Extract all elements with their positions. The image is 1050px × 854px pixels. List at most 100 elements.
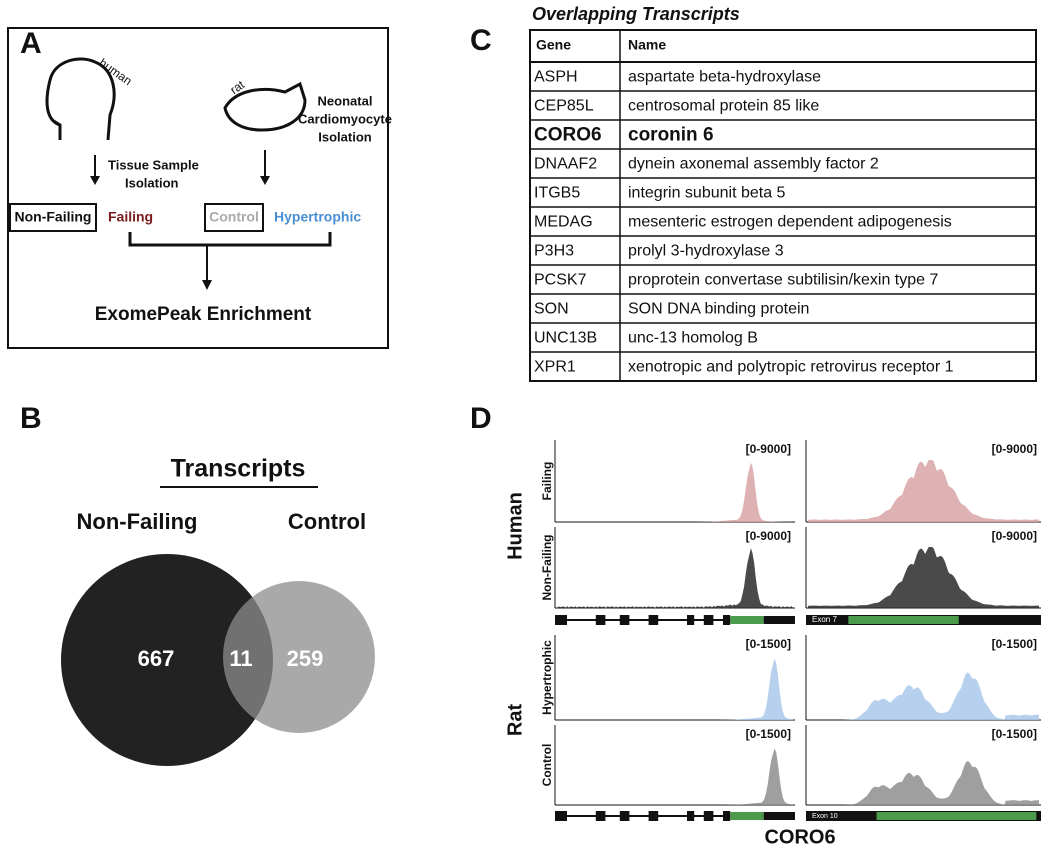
gene-name: coronin 6 <box>628 125 714 146</box>
set-label: Non-Failing <box>77 509 198 534</box>
gene-name: proprotein convertase subtilisin/kexin t… <box>628 272 938 289</box>
utr <box>730 616 764 624</box>
gene-symbol: P3H3 <box>534 243 574 260</box>
range-label: [0-9000] <box>746 529 791 543</box>
coverage-signal <box>557 462 793 522</box>
gene-symbol: CORO6 <box>534 125 602 146</box>
venn-circle <box>61 554 273 766</box>
track-label: Failing <box>540 462 554 501</box>
panel-letter: A <box>20 27 42 60</box>
coverage-signal <box>557 658 793 720</box>
utr <box>848 616 959 624</box>
step-text: Tissue Sample <box>108 157 199 172</box>
panel-letter: C <box>470 24 492 57</box>
exon <box>555 615 567 625</box>
venn-count: 11 <box>229 646 252 671</box>
utr <box>730 812 764 820</box>
arrowhead <box>202 280 212 290</box>
range-label: [0-9000] <box>992 442 1037 456</box>
venn-circle <box>223 581 375 733</box>
human-head-icon <box>45 57 116 141</box>
exon <box>763 812 795 820</box>
coverage-signal <box>808 547 1039 608</box>
gene-name: unc-13 homolog B <box>628 330 758 347</box>
step-text: Isolation <box>318 129 372 144</box>
range-label: [0-1500] <box>992 727 1037 741</box>
venn-title: Transcripts <box>171 455 306 483</box>
gene-label: CORO6 <box>764 826 835 848</box>
bracket <box>128 232 332 247</box>
gene-symbol: ITGB5 <box>534 185 580 202</box>
exon <box>648 811 659 821</box>
venn-count: 259 <box>287 646 324 671</box>
gene-name: integrin subunit beta 5 <box>628 185 786 202</box>
exon <box>763 616 795 624</box>
coverage-signal <box>557 548 793 608</box>
group-box <box>204 203 264 232</box>
panel-letter: B <box>20 402 42 435</box>
table-frame <box>529 29 1037 382</box>
panel-a-frame <box>7 27 389 349</box>
arrowhead <box>260 176 270 185</box>
table-header: Name <box>628 37 666 53</box>
exon <box>703 615 714 625</box>
species-label: Human <box>504 492 526 560</box>
range-label: [0-1500] <box>992 637 1037 651</box>
exon <box>687 615 695 625</box>
tracks: Failing [0-9000] [0-9000] Non-Failing [0-900… <box>540 440 1041 821</box>
gene-name: dynein axonemal assembly factor 2 <box>628 156 879 173</box>
gene-name: aspartate beta-hydroxylase <box>628 69 821 86</box>
exon <box>687 811 695 821</box>
gene-symbol: UNC13B <box>534 330 597 347</box>
gene-symbol: XPR1 <box>534 359 576 376</box>
track-label: Non-Failing <box>540 535 554 601</box>
step-text: Isolation <box>125 175 179 190</box>
step-text: Cardiomyocyte <box>298 111 392 126</box>
exon <box>555 811 567 821</box>
gene-symbol: CEP85L <box>534 98 594 115</box>
rat-head-icon <box>223 81 307 132</box>
gene-name: SON DNA binding protein <box>628 301 809 318</box>
exon <box>595 811 606 821</box>
exon-label: Exon 7 <box>812 615 837 624</box>
group-label: Non-Failing <box>15 209 92 225</box>
table: Gene Name ASPH aspartate beta-hydroxylase CE… <box>529 29 1037 382</box>
range-label: [0-9000] <box>746 442 791 456</box>
coverage-signal <box>557 748 793 805</box>
gene-symbol: DNAAF2 <box>534 156 597 173</box>
exon <box>703 811 714 821</box>
track-label: Hypertrophic <box>540 640 554 715</box>
table-header: Gene <box>536 37 571 53</box>
gene-symbol: PCSK7 <box>534 272 587 289</box>
gene-name: mesenteric estrogen dependent adipogenes… <box>628 214 952 231</box>
gene-symbol: ASPH <box>534 69 578 86</box>
utr <box>876 812 1037 820</box>
gene-name: xenotropic and polytropic retrovirus rec… <box>628 359 954 376</box>
gene-name: centrosomal protein 85 like <box>628 98 819 115</box>
gene-name: prolyl 3-hydroxylase 3 <box>628 243 784 260</box>
group-box <box>9 203 97 232</box>
coverage-signal <box>808 460 1039 522</box>
range-label: [0-9000] <box>992 529 1037 543</box>
human-label: human <box>96 56 134 89</box>
track-label: Control <box>540 744 554 787</box>
exon <box>595 615 606 625</box>
group-label: Hypertrophic <box>274 209 361 225</box>
gene-symbol: MEDAG <box>534 214 593 231</box>
exon <box>648 615 659 625</box>
gene-symbol: SON <box>534 301 569 318</box>
coverage-signal <box>808 761 1039 805</box>
set-label: Control <box>288 509 366 534</box>
panel-letter: D <box>470 402 492 435</box>
exon <box>619 811 630 821</box>
range-label: [0-1500] <box>746 727 791 741</box>
group-label: Failing <box>108 209 153 225</box>
coverage-signal <box>808 672 1039 720</box>
arrowhead <box>90 176 100 185</box>
exon <box>723 615 731 625</box>
exon-label: Exon 10 <box>812 813 838 820</box>
result-label: ExomePeak Enrichment <box>95 304 312 325</box>
group-label: Control <box>209 209 259 225</box>
